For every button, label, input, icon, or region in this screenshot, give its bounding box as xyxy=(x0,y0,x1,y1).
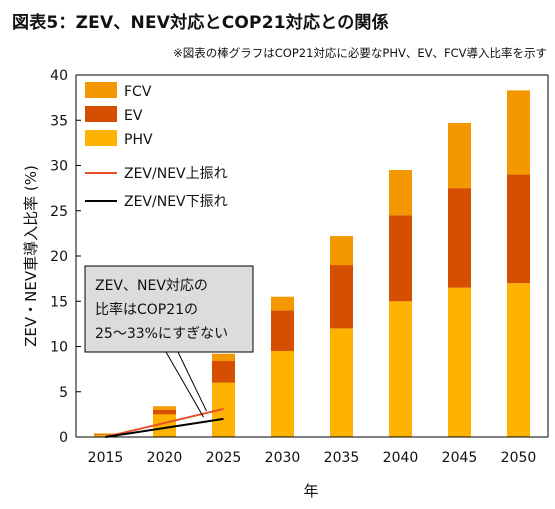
x-tick-label: 2030 xyxy=(265,450,301,466)
x-tick-label: 2040 xyxy=(383,450,419,466)
legend-swatch-fcv xyxy=(85,82,117,98)
y-tick-label: 0 xyxy=(59,430,68,446)
x-tick-label: 2050 xyxy=(501,450,537,466)
legend-label-phv: PHV xyxy=(124,132,153,148)
bar-ev-2045 xyxy=(448,188,471,288)
legend-label-line-1: ZEV/NEV上振れ xyxy=(124,166,228,182)
x-tick-label: 2025 xyxy=(206,450,242,466)
plot-frame xyxy=(76,75,548,437)
y-tick-label: 10 xyxy=(50,340,68,356)
y-tick-label: 25 xyxy=(50,204,68,220)
bar-phv-2050 xyxy=(507,283,530,437)
plot-border xyxy=(76,75,548,437)
x-axis-label: 年 xyxy=(303,482,318,500)
bar-ev-2050 xyxy=(507,175,530,284)
bar-fcv-2050 xyxy=(507,90,530,174)
bar-fcv-2040 xyxy=(389,170,412,215)
legend: FCV EV PHV ZEV/NEV上振れ ZEV/NEV下振れ xyxy=(85,82,228,210)
annotation-arrow xyxy=(178,352,207,411)
bar-ev-2040 xyxy=(389,215,412,301)
legend-swatch-phv xyxy=(85,130,117,146)
bar-fcv-2035 xyxy=(330,236,353,265)
y-tick-label: 15 xyxy=(50,294,68,310)
legend-label-line-2: ZEV/NEV下振れ xyxy=(124,194,228,210)
annotation-text-line: ZEV、NEV対応の xyxy=(95,278,208,294)
y-tick-label: 20 xyxy=(50,249,68,265)
bar-phv-2045 xyxy=(448,288,471,437)
y-axis-label: ZEV・NEV車導入比率 (%) xyxy=(22,165,40,347)
x-tick-label: 2015 xyxy=(88,450,124,466)
x-tick-label: 2035 xyxy=(324,450,360,466)
bar-phv-2030 xyxy=(271,351,294,437)
annotation-text-line: 25～33%にすぎない xyxy=(95,326,228,342)
bar-ev-2035 xyxy=(330,265,353,328)
bar-fcv-2030 xyxy=(271,297,294,311)
bar-fcv-2020 xyxy=(153,406,176,410)
bar-ev-2025 xyxy=(212,361,235,383)
bar-ev-2020 xyxy=(153,410,176,415)
x-tick-label: 2045 xyxy=(442,450,478,466)
x-tick-label: 2020 xyxy=(147,450,183,466)
bar-phv-2035 xyxy=(330,328,353,437)
y-tick-label: 30 xyxy=(50,159,68,175)
legend-label-fcv: FCV xyxy=(124,84,152,100)
y-tick-label: 35 xyxy=(50,113,68,129)
y-tick-label: 40 xyxy=(50,68,68,84)
y-tick-label: 5 xyxy=(59,385,68,401)
bars-layer xyxy=(94,90,530,437)
bar-fcv-2045 xyxy=(448,123,471,188)
bar-ev-2030 xyxy=(271,310,294,351)
x-axis-ticks: 2015 2020 2025 2030 2035 2040 2045 2050 xyxy=(88,450,537,466)
annotation-text-line: 比率はCOP21の xyxy=(95,301,198,318)
bar-phv-2040 xyxy=(389,301,412,437)
legend-label-ev: EV xyxy=(124,108,143,124)
bar-fcv-2025 xyxy=(212,354,235,361)
legend-swatch-ev xyxy=(85,106,117,122)
